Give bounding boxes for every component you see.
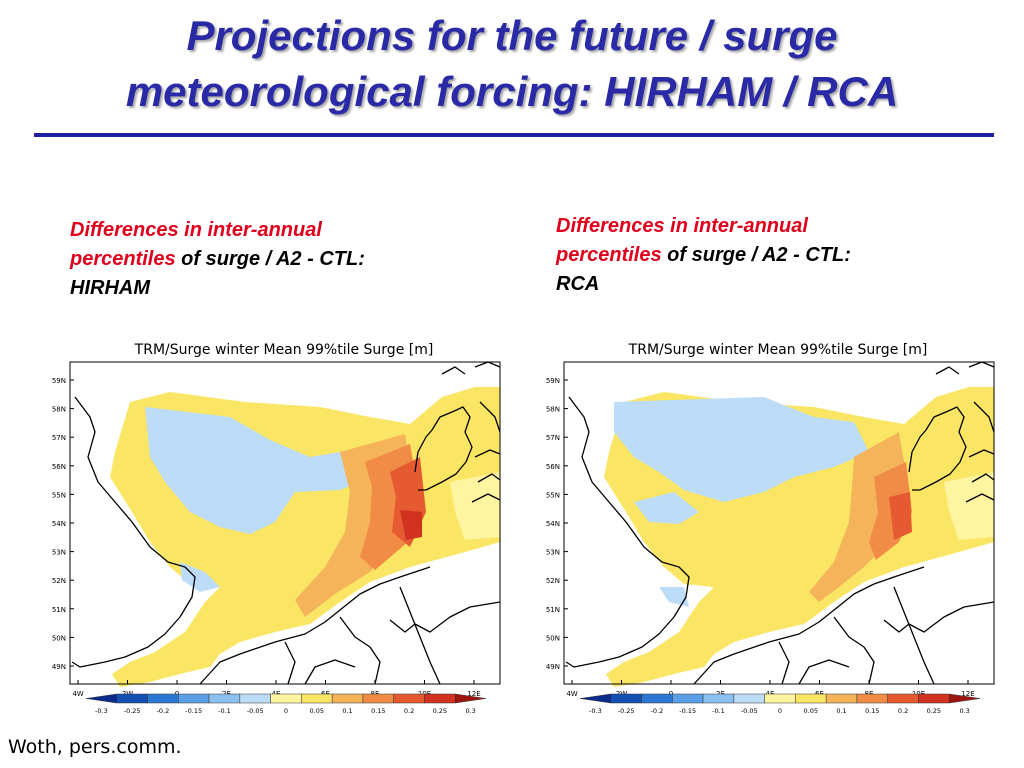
lat-tick-label: 50N: [546, 634, 560, 642]
lat-tick-label: 54N: [52, 520, 66, 528]
caption-rca: Differences in inter-annual percentiles …: [556, 212, 976, 299]
colorbar-label: 0: [284, 707, 288, 715]
map-panel-hirham: TRM/Surge winter Mean 99%tile Surge [m] 5…: [46, 330, 506, 715]
caption-rca-red-word: percentiles: [556, 244, 662, 266]
colorbar-label: 0.05: [310, 707, 324, 715]
colorbar-label: 0.05: [804, 707, 818, 715]
lat-tick-label: 52N: [546, 577, 560, 585]
map-title: TRM/Surge winter Mean 99%tile Surge [m]: [134, 342, 434, 358]
lat-tick-label: 58N: [52, 406, 66, 414]
colorbar-label: 0.1: [836, 707, 846, 715]
colorbar-label: -0.25: [618, 707, 635, 715]
surge-field: [71, 361, 501, 687]
credit-text: Woth, pers.comm.: [8, 736, 182, 758]
lat-tick-label: 59N: [52, 377, 66, 385]
lat-tick-label: 59N: [546, 377, 560, 385]
colorbar-label: 0.3: [465, 707, 475, 715]
colorbar-label: -0.05: [247, 707, 264, 715]
colorbar-label: -0.3: [589, 707, 602, 715]
caption-rca-model: RCA: [556, 273, 600, 295]
colorbar-label: -0.25: [124, 707, 141, 715]
lat-tick-label: 49N: [52, 663, 66, 671]
colorbar-label: -0.1: [712, 707, 725, 715]
colorbar: -0.3 -0.25 -0.2 -0.15 -0.1 -0.05 0 0.05 0.1 0.15 0…: [579, 693, 981, 715]
lat-tick-label: 58N: [546, 406, 560, 414]
caption-hirham-model: HIRHAM: [70, 277, 150, 299]
colorbar-label: 0.1: [342, 707, 352, 715]
lon-tick-label: 12E: [467, 690, 480, 698]
surge-field: [565, 361, 995, 687]
caption-rca-line-2: of surge / A2 - CTL:: [661, 244, 851, 266]
colorbar-label: 0.3: [959, 707, 969, 715]
colorbar-label: 0.15: [865, 707, 879, 715]
lat-tick-label: 56N: [52, 463, 66, 471]
colorbar-label: -0.15: [185, 707, 202, 715]
lat-tick-label: 51N: [52, 606, 66, 614]
colorbar-label: -0.3: [95, 707, 108, 715]
caption-hirham-line-2: of surge / A2 - CTL:: [175, 248, 365, 270]
colorbar: -0.3 -0.25 -0.2 -0.15 -0.1 -0.05 0 0.05 0.1 0.15 0…: [85, 693, 487, 715]
colorbar-label: 0.15: [371, 707, 385, 715]
lat-tick-label: 51N: [546, 606, 560, 614]
lon-tick-label: 4W: [72, 690, 83, 698]
lat-tick-label: 53N: [52, 549, 66, 557]
slide-title: Projections for the future / surge meteo…: [30, 8, 994, 120]
lat-tick-label: 52N: [52, 577, 66, 585]
surge-map: TRM/Surge winter Mean 99%tile Surge [m] 5…: [52, 342, 501, 715]
caption-hirham: Differences in inter-annual percentiles …: [70, 216, 480, 303]
lat-tick-label: 57N: [52, 434, 66, 442]
colorbar-label: -0.2: [157, 707, 170, 715]
lat-tick-label: 53N: [546, 549, 560, 557]
lat-tick-label: 56N: [546, 463, 560, 471]
lat-tick-label: 57N: [546, 434, 560, 442]
lat-tick-label: 54N: [546, 520, 560, 528]
map-panel-rca: TRM/Surge winter Mean 99%tile Surge [m] 5…: [540, 330, 1000, 715]
caption-rca-line-1: Differences in inter-annual: [556, 215, 808, 237]
lat-tick-label: 50N: [52, 634, 66, 642]
lat-tick-label: 55N: [546, 491, 560, 499]
colorbar-label: 0.2: [898, 707, 908, 715]
map-title: TRM/Surge winter Mean 99%tile Surge [m]: [628, 342, 928, 358]
lat-tick-label: 55N: [52, 491, 66, 499]
colorbar-label: 0: [778, 707, 782, 715]
caption-hirham-red-word: percentiles: [70, 248, 176, 270]
lon-tick-label: 4W: [566, 690, 577, 698]
colorbar-label: -0.2: [651, 707, 664, 715]
colorbar-label: 0.25: [927, 707, 941, 715]
caption-hirham-line-1: Differences in inter-annual: [70, 219, 322, 241]
colorbar-label: -0.15: [679, 707, 696, 715]
slide-title-line-1: Projections for the future / surge: [186, 12, 838, 59]
colorbar-label: -0.05: [741, 707, 758, 715]
lon-tick-label: 12E: [961, 690, 974, 698]
surge-map: TRM/Surge winter Mean 99%tile Surge [m] 5…: [546, 342, 995, 715]
lat-tick-label: 49N: [546, 663, 560, 671]
colorbar-label: -0.1: [218, 707, 231, 715]
colorbar-label: 0.25: [433, 707, 447, 715]
colorbar-label: 0.2: [404, 707, 414, 715]
slide-title-line-2: meteorological forcing: HIRHAM / RCA: [125, 68, 899, 115]
title-underline: [34, 133, 994, 137]
